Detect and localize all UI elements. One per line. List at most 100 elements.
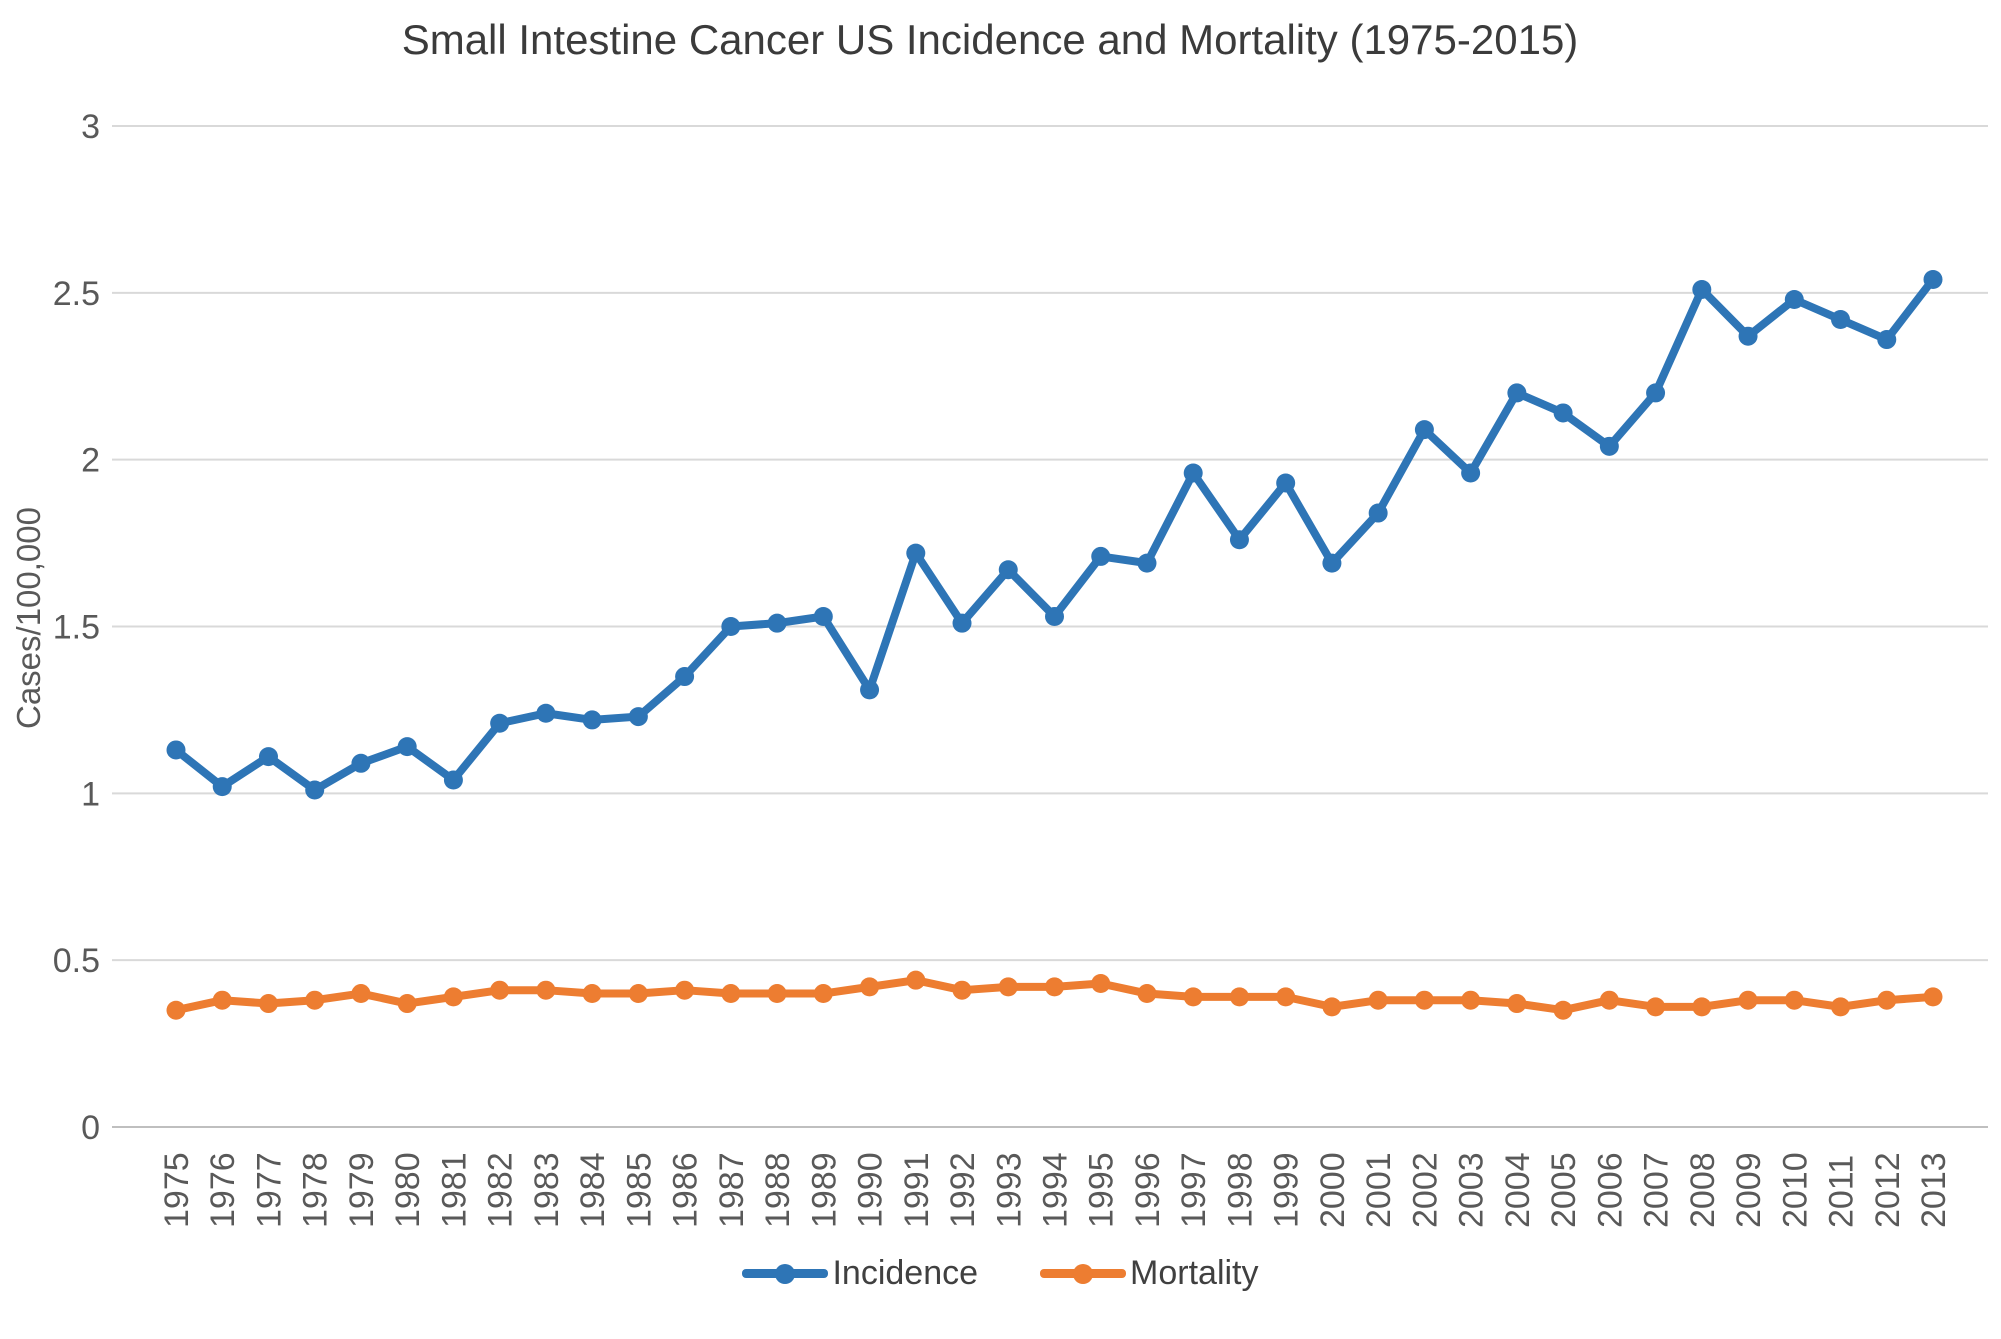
x-tick-label-1990: 1990 <box>852 1152 890 1228</box>
x-tick-label-1978: 1978 <box>297 1152 335 1228</box>
mortality-point-2011 <box>1831 997 1851 1017</box>
mortality-point-2005 <box>1553 1000 1573 1020</box>
x-tick-label-1988: 1988 <box>759 1152 797 1228</box>
x-tick-label-2008: 2008 <box>1684 1152 1722 1228</box>
x-tick-label-1980: 1980 <box>389 1152 427 1228</box>
mortality-point-1977 <box>258 994 278 1014</box>
mortality-point-2003 <box>1461 990 1481 1010</box>
incidence-line <box>172 275 1937 794</box>
legend: Incidence Mortality <box>0 1254 2001 1293</box>
incidence-point-2008 <box>1692 279 1712 299</box>
x-tick-label-2009: 2009 <box>1730 1152 1768 1228</box>
series-lines <box>166 269 1943 1020</box>
mortality-point-1983 <box>536 980 556 1000</box>
x-axis-tick-labels: 1975 1976 1977 1978 1979 1980 1981 1982 1983 1984… <box>158 1152 1953 1228</box>
mortality-point-2009 <box>1738 990 1758 1010</box>
x-tick-label-1984: 1984 <box>574 1152 612 1228</box>
incidence-point-1993 <box>998 560 1018 580</box>
incidence-point-1998 <box>1229 530 1249 550</box>
mortality-point-1996 <box>1137 984 1157 1004</box>
mortality-point-1979 <box>351 984 371 1004</box>
incidence-point-1994 <box>1045 606 1064 626</box>
incidence-point-1988 <box>767 613 787 633</box>
mortality-point-1985 <box>628 984 648 1004</box>
incidence-point-1983 <box>536 703 556 723</box>
incidence-point-1996 <box>1137 553 1157 573</box>
x-tick-label-1997: 1997 <box>1175 1152 1213 1228</box>
incidence-point-1979 <box>351 753 371 773</box>
mortality-point-1984 <box>582 984 602 1004</box>
x-tick-label-1986: 1986 <box>667 1152 705 1228</box>
mortality-point-2001 <box>1368 990 1388 1010</box>
incidence-point-2006 <box>1599 436 1619 456</box>
incidence-point-2013 <box>1923 269 1943 289</box>
mortality-point-2008 <box>1692 997 1712 1017</box>
y-tick-label-0.5: 0.5 <box>53 942 100 980</box>
x-tick-label-1989: 1989 <box>805 1152 843 1228</box>
mortality-point-1989 <box>813 984 833 1004</box>
incidence-marker-icon <box>775 1263 796 1284</box>
gridlines <box>112 125 1988 1128</box>
mortality-point-1980 <box>397 994 417 1014</box>
legend-label-mortality: Mortality <box>1130 1254 1259 1292</box>
x-tick-label-2002: 2002 <box>1406 1152 1444 1228</box>
mortality-point-1995 <box>1091 974 1111 994</box>
mortality-point-2013 <box>1923 987 1943 1007</box>
x-tick-label-1991: 1991 <box>898 1152 936 1228</box>
x-tick-label-1985: 1985 <box>620 1152 658 1228</box>
mortality-point-2000 <box>1322 997 1342 1017</box>
x-tick-label-1981: 1981 <box>435 1152 473 1228</box>
mortality-point-1978 <box>305 990 325 1010</box>
y-tick-label-1: 1 <box>81 775 100 813</box>
x-tick-label-2010: 2010 <box>1776 1152 1814 1228</box>
incidence-line-swatch-icon <box>742 1263 829 1284</box>
x-tick-label-1995: 1995 <box>1083 1152 1121 1228</box>
incidence-point-1985 <box>628 707 648 727</box>
legend-item-mortality[interactable]: Mortality <box>1040 1254 1259 1293</box>
incidence-point-1987 <box>721 617 741 636</box>
incidence-point-2002 <box>1414 420 1434 440</box>
x-tick-label-2001: 2001 <box>1360 1152 1398 1228</box>
mortality-point-1986 <box>675 980 695 1000</box>
x-tick-label-2013: 2013 <box>1915 1152 1953 1228</box>
chart-title: Small Intestine Cancer US Incidence and … <box>401 16 1579 63</box>
x-tick-label-2012: 2012 <box>1869 1152 1907 1228</box>
mortality-point-1992 <box>952 980 972 1000</box>
incidence-series <box>166 269 1943 800</box>
mortality-point-2012 <box>1877 990 1897 1010</box>
incidence-point-2010 <box>1784 290 1804 310</box>
incidence-point-1992 <box>952 613 972 633</box>
incidence-point-2005 <box>1553 403 1573 423</box>
mortality-point-2010 <box>1784 990 1804 1010</box>
x-tick-label-1987: 1987 <box>713 1152 751 1228</box>
incidence-point-1991 <box>906 543 926 563</box>
incidence-point-1975 <box>166 740 186 760</box>
x-tick-label-1977: 1977 <box>250 1152 288 1228</box>
x-tick-label-1975: 1975 <box>158 1152 196 1228</box>
x-tick-label-1983: 1983 <box>528 1152 566 1228</box>
y-tick-label-3: 3 <box>81 108 100 146</box>
x-tick-label-1979: 1979 <box>343 1152 381 1228</box>
y-tick-label-1.5: 1.5 <box>53 609 100 647</box>
mortality-point-1982 <box>490 980 510 1000</box>
x-tick-label-2004: 2004 <box>1499 1152 1537 1228</box>
mortality-point-1999 <box>1276 987 1296 1007</box>
x-tick-label-2003: 2003 <box>1453 1152 1491 1228</box>
x-tick-label-2006: 2006 <box>1591 1152 1629 1228</box>
incidence-point-1977 <box>258 747 278 767</box>
incidence-point-2001 <box>1368 503 1388 523</box>
incidence-point-1976 <box>212 777 232 797</box>
mortality-point-1997 <box>1183 987 1203 1007</box>
x-tick-label-1976: 1976 <box>204 1152 242 1228</box>
x-tick-label-1994: 1994 <box>1037 1152 1075 1228</box>
mortality-point-2002 <box>1414 990 1434 1010</box>
incidence-point-2003 <box>1461 463 1481 483</box>
legend-item-incidence[interactable]: Incidence <box>742 1254 978 1293</box>
incidence-point-1980 <box>397 737 417 757</box>
x-tick-label-2000: 2000 <box>1314 1152 1352 1228</box>
mortality-point-1994 <box>1045 977 1064 997</box>
incidence-point-1981 <box>443 770 463 790</box>
mortality-marker-icon <box>1073 1263 1094 1284</box>
